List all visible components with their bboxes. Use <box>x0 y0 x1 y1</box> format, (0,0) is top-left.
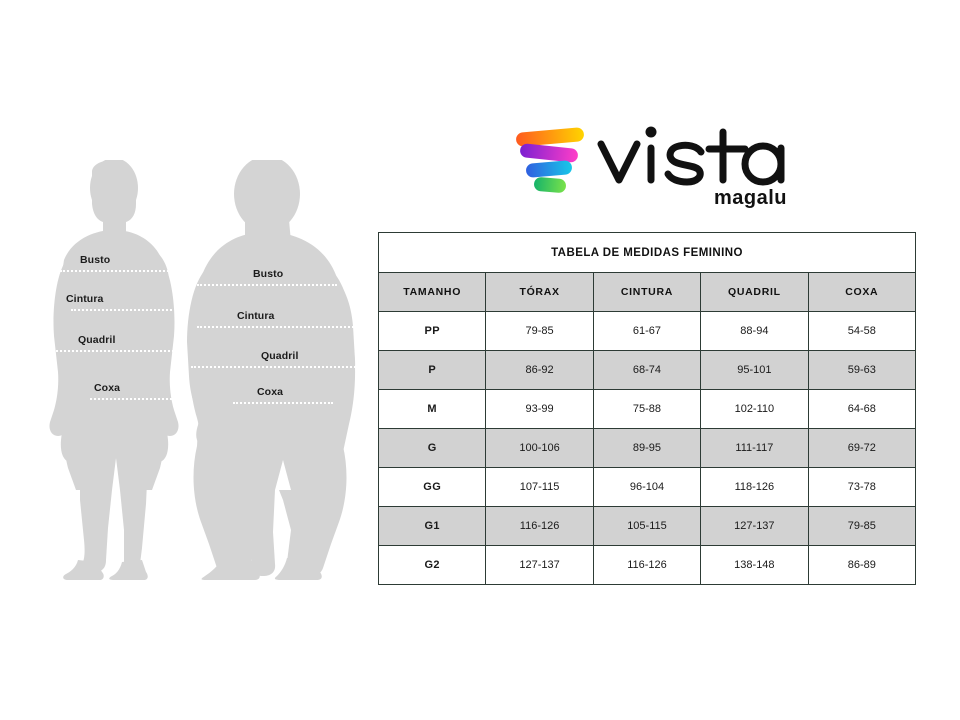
column-header-quadril: QUADRIL <box>700 272 809 312</box>
plus-size-female-silhouette: Busto Cintura Quadril Coxa <box>175 160 363 580</box>
vista-swirl-svg <box>516 127 584 193</box>
table-body: PP 79-85 61-67 88-94 54-58 P 86-92 68-74… <box>377 311 917 585</box>
cell-size: M <box>377 389 487 429</box>
measure-label-coxa-plus: Coxa <box>257 386 284 398</box>
measure-label-cintura-plus: Cintura <box>237 310 275 322</box>
measure-label-quadril-plus: Quadril <box>261 350 299 362</box>
cell-quadril: 88-94 <box>700 311 809 351</box>
table-row: G 100-106 89-95 111-117 69-72 <box>377 428 917 468</box>
vista-swirl-icon <box>510 126 590 198</box>
vista-magalu-logo: magalu <box>505 112 795 222</box>
cell-cintura: 96-104 <box>592 467 702 507</box>
cell-coxa: 86-89 <box>807 545 917 585</box>
slim-female-silhouette: Busto Cintura Quadril Coxa <box>38 160 198 580</box>
measure-label-busto-slim: Busto <box>80 254 111 266</box>
cell-size: G2 <box>377 545 487 585</box>
cell-torax: 107-115 <box>485 467 594 507</box>
measure-line-quadril-plus <box>191 366 363 368</box>
cell-quadril: 127-137 <box>700 506 809 546</box>
measure-line-coxa-plus <box>233 402 333 404</box>
slim-silhouette-icon <box>49 160 179 580</box>
measure-label-busto-plus: Busto <box>253 268 284 280</box>
cell-size: P <box>377 350 487 390</box>
cell-quadril: 102-110 <box>700 389 809 429</box>
measure-line-busto-plus <box>197 284 337 286</box>
cell-size: G <box>377 428 487 468</box>
cell-cintura: 61-67 <box>592 311 702 351</box>
cell-torax: 100-106 <box>485 428 594 468</box>
cell-cintura: 89-95 <box>592 428 702 468</box>
cell-coxa: 69-72 <box>807 428 917 468</box>
table-title: TABELA DE MEDIDAS FEMININO <box>378 232 916 273</box>
table-column-head: TAMANHO TÓRAX CINTURA QUADRIL COXA <box>377 272 917 312</box>
size-chart-table: TABELA DE MEDIDAS FEMININO TAMANHO TÓRAX… <box>377 232 917 585</box>
table-row: P 86-92 68-74 95-101 59-63 <box>377 350 917 390</box>
column-header-coxa: COXA <box>807 272 917 312</box>
vista-wordmark-svg <box>597 126 785 186</box>
cell-size: PP <box>377 311 487 351</box>
measure-label-cintura-slim: Cintura <box>66 293 104 305</box>
column-header-torax: TÓRAX <box>485 272 594 312</box>
cell-cintura: 75-88 <box>592 389 702 429</box>
cell-quadril: 111-117 <box>700 428 809 468</box>
cell-quadril: 95-101 <box>700 350 809 390</box>
measure-line-cintura-plus <box>197 326 357 328</box>
column-header-tamanho: TAMANHO <box>377 272 487 312</box>
table-row: M 93-99 75-88 102-110 64-68 <box>377 389 917 429</box>
body-figures-panel: Busto Cintura Quadril Coxa <box>0 0 370 720</box>
measure-line-cintura-slim <box>71 309 172 311</box>
cell-torax: 79-85 <box>485 311 594 351</box>
cell-size: GG <box>377 467 487 507</box>
column-header-cintura: CINTURA <box>592 272 702 312</box>
cell-torax: 93-99 <box>485 389 594 429</box>
cell-torax: 127-137 <box>485 545 594 585</box>
measure-label-coxa-slim: Coxa <box>94 382 121 394</box>
cell-cintura: 116-126 <box>592 545 702 585</box>
measure-line-quadril-slim <box>56 350 182 352</box>
table-title-row: TABELA DE MEDIDAS FEMININO <box>378 232 916 273</box>
table-title-head: TABELA DE MEDIDAS FEMININO <box>378 232 916 273</box>
cell-cintura: 105-115 <box>592 506 702 546</box>
cell-cintura: 68-74 <box>592 350 702 390</box>
table-header-row: TAMANHO TÓRAX CINTURA QUADRIL COXA <box>377 272 917 312</box>
cell-coxa: 54-58 <box>807 311 917 351</box>
cell-quadril: 138-148 <box>700 545 809 585</box>
cell-coxa: 73-78 <box>807 467 917 507</box>
measure-line-busto-slim <box>60 270 176 272</box>
magalu-wordmark: magalu <box>713 187 787 209</box>
cell-quadril: 118-126 <box>700 467 809 507</box>
measure-label-quadril-slim: Quadril <box>78 334 116 346</box>
vista-wordmark <box>593 118 793 193</box>
cell-coxa: 59-63 <box>807 350 917 390</box>
plus-silhouette-icon <box>187 160 356 580</box>
table-row: G1 116-126 105-115 127-137 79-85 <box>377 506 917 546</box>
table-row: GG 107-115 96-104 118-126 73-78 <box>377 467 917 507</box>
cell-coxa: 79-85 <box>807 506 917 546</box>
table-row: G2 127-137 116-126 138-148 86-89 <box>377 545 917 585</box>
cell-torax: 116-126 <box>485 506 594 546</box>
table-row: PP 79-85 61-67 88-94 54-58 <box>377 311 917 351</box>
cell-torax: 86-92 <box>485 350 594 390</box>
cell-size: G1 <box>377 506 487 546</box>
measure-line-coxa-slim <box>90 398 180 400</box>
cell-coxa: 64-68 <box>807 389 917 429</box>
